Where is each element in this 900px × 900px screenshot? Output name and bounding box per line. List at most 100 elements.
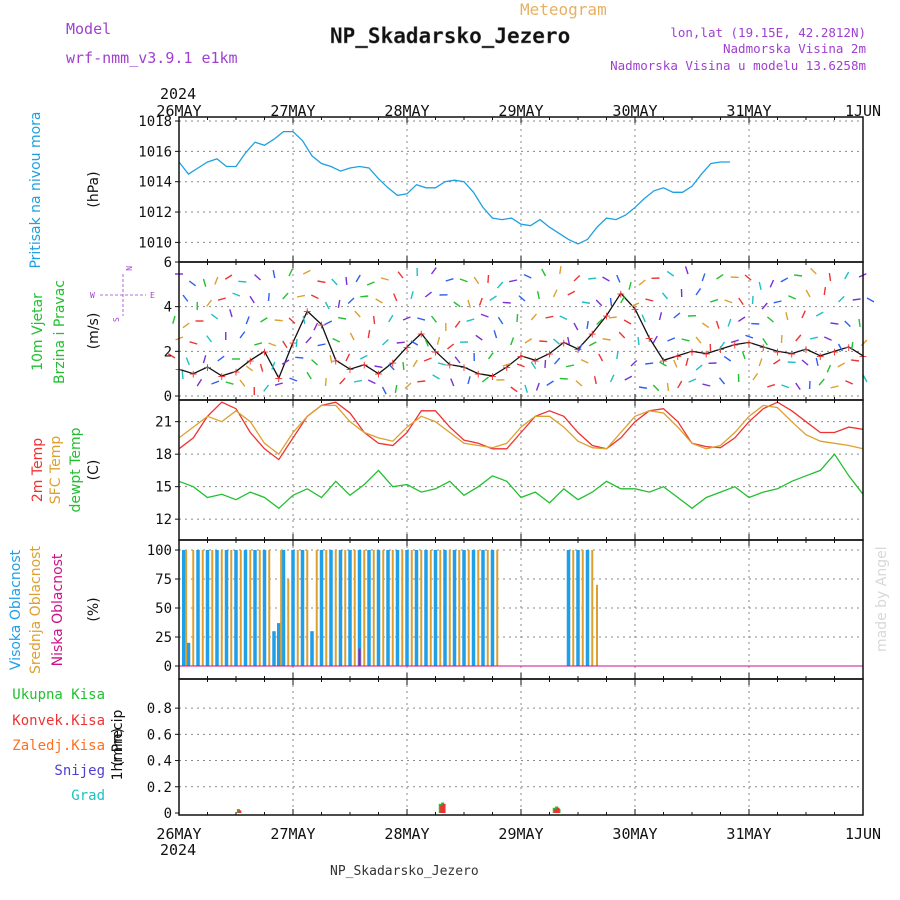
wind-speed-point: + xyxy=(645,332,654,345)
wind-vector-arrow xyxy=(217,355,225,362)
wind-vector-arrow xyxy=(695,288,702,296)
cloud-bar-srednja-oblacnost xyxy=(334,550,337,666)
wind-vector-arrow xyxy=(567,336,571,345)
wind-vector-arrow xyxy=(593,376,597,385)
wind-vector-arrow xyxy=(858,318,861,328)
wind-vector-arrow xyxy=(274,382,283,386)
wind-vector-arrow xyxy=(367,379,376,385)
cloud-bar-visoka-oblacnost xyxy=(386,550,390,666)
cloud-bar-srednja-oblacnost xyxy=(429,550,432,666)
wind-vector-arrow xyxy=(337,316,347,320)
wind-vector-arrow xyxy=(752,373,759,381)
cloud-bar-visoka-oblacnost xyxy=(234,550,238,666)
wind-vector-arrow xyxy=(624,375,633,381)
wind-vector-arrow xyxy=(823,336,832,341)
y-tick-label: 1010 xyxy=(138,235,172,251)
labels-layer: 26MAY 26MAY 27MAY 27MAY 28MAY 28MAY 29MAY 29MAY… xyxy=(8,102,881,843)
wind-vector-arrow xyxy=(305,336,312,344)
wind-vector-arrow xyxy=(524,338,533,344)
wind-vector-arrow xyxy=(181,370,184,380)
marks-layer: + + + + + + + + + + + + + + + + + + + + + + + + + + + + + + + + + + + + + + + +… xyxy=(167,130,875,813)
wind-vector-arrow xyxy=(260,317,268,323)
cloud-bar-visoka-oblacnost xyxy=(215,550,219,666)
cloud-bar-visoka-oblacnost xyxy=(196,550,200,666)
temp-sfc-ylabel: SFC Temp xyxy=(48,436,64,505)
wind-vector-arrow xyxy=(502,362,511,367)
wind-vector-arrow xyxy=(596,318,603,326)
wind-vector-arrow xyxy=(467,299,472,308)
series-line-2m-temp xyxy=(178,401,864,461)
wind-vector-arrow xyxy=(349,332,355,341)
wind-vector-arrow xyxy=(602,276,610,282)
wind-vector-arrow xyxy=(267,292,270,302)
wind-vector-arrow xyxy=(254,342,263,346)
y-tick-label: 12 xyxy=(155,512,172,528)
time-tick-label-top: 31MAY xyxy=(726,102,771,120)
cloud-bar-srednja-oblacnost xyxy=(268,550,271,666)
y-tick-label: 6 xyxy=(164,255,172,271)
wind-vector-arrow xyxy=(553,357,561,365)
wind-vector-arrow xyxy=(630,359,638,367)
elevation-label: Nadmorska Visina 2m xyxy=(723,41,866,56)
wind-vector-arrow xyxy=(375,298,383,304)
wind-vector-arrow xyxy=(459,278,468,283)
wind-vector-arrow xyxy=(475,334,483,341)
wind-vector-arrow xyxy=(410,340,419,346)
wind-vector-arrow xyxy=(523,273,532,279)
wind-speed-point: + xyxy=(388,357,397,370)
wind-vector-arrow xyxy=(188,280,197,287)
wind-speed-point: + xyxy=(203,361,212,374)
wind-vector-arrow xyxy=(608,316,617,319)
wind-vector-arrow xyxy=(430,267,437,275)
wind-vector-arrow xyxy=(337,299,341,309)
wind-vector-arrow xyxy=(809,336,818,340)
wind-vector-arrow xyxy=(249,295,255,304)
wind-vector-arrow xyxy=(866,297,875,303)
wind-speed-point: + xyxy=(673,350,682,363)
wind-vector-arrow xyxy=(454,320,461,328)
cloud-bar-visoka-oblacnost xyxy=(186,642,191,666)
wind-vector-arrow xyxy=(781,384,790,389)
wind-vector-arrow xyxy=(719,341,726,349)
wind-vector-arrow xyxy=(762,337,768,346)
cloud-bar-visoka-oblacnost xyxy=(471,550,476,666)
wind-vector-arrow xyxy=(396,341,405,344)
y-tick-label: 0 xyxy=(164,806,172,822)
wind-vector-arrow xyxy=(581,301,591,304)
cloud-bar-visoka-oblacnost xyxy=(395,550,400,666)
wind-speed-point: + xyxy=(616,287,625,300)
time-tick-label-top: 1JUN xyxy=(845,102,881,120)
cloud-bar-srednja-oblacnost xyxy=(486,550,489,666)
wind-vector-arrow xyxy=(353,379,362,383)
wind-vector-arrow xyxy=(354,310,361,318)
y-tick-label: 75 xyxy=(155,572,172,588)
wind-vector-arrow xyxy=(481,376,489,383)
unit-label-precip: (mm) xyxy=(110,728,126,766)
wind-vector-arrow xyxy=(274,319,283,322)
y-tick-label: 1018 xyxy=(138,114,172,130)
wind-vector-arrow xyxy=(329,355,333,364)
wind-vector-arrow xyxy=(430,315,437,323)
y-tick-label: 0.4 xyxy=(147,754,172,770)
wind-vector-arrow xyxy=(497,316,504,325)
wind-vector-arrow xyxy=(466,318,475,323)
wind-vector-arrow xyxy=(637,336,640,346)
wind-vector-arrow xyxy=(331,278,338,286)
y-tick-label: 2 xyxy=(164,344,172,360)
wind-vector-arrow xyxy=(296,294,305,298)
wind-vector-arrow xyxy=(801,310,806,319)
wind-vector-arrow xyxy=(573,322,579,331)
wind-vector-arrow xyxy=(288,317,296,324)
cloud-bar-visoka-oblacnost xyxy=(243,550,248,666)
cloud-bar-srednja-oblacnost xyxy=(230,550,233,666)
wind-speed-point: + xyxy=(474,368,483,381)
unit-label-pressure: (hPa) xyxy=(86,171,102,207)
wind-vector-arrow xyxy=(837,362,846,368)
wind-vector-arrow xyxy=(852,298,861,301)
y-tick-label: 0.6 xyxy=(147,727,172,743)
cloud-bar-srednja-oblacnost xyxy=(211,550,214,666)
wind-vector-arrow xyxy=(345,276,348,286)
wind-speed-point: + xyxy=(559,336,568,349)
cloud-bar-visoka-oblacnost xyxy=(357,550,362,666)
cloud-bar-srednja-oblacnost xyxy=(372,550,375,666)
